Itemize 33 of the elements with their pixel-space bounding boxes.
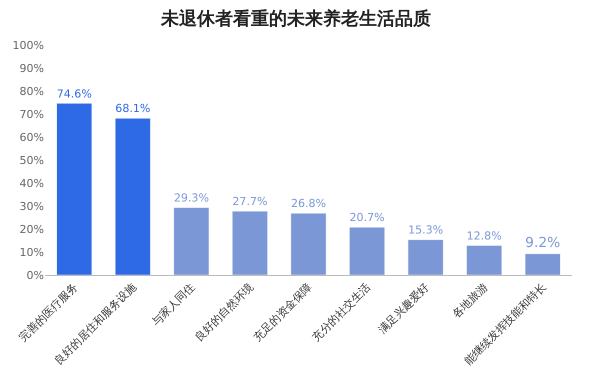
- bar: [232, 211, 268, 275]
- bar: [466, 245, 502, 275]
- y-tick-label: 60%: [20, 130, 44, 144]
- x-tick-label: 各地旅游: [450, 280, 490, 321]
- chart-title: 未退休者看重的未来养老生活品质: [160, 8, 431, 30]
- bar: [524, 254, 561, 275]
- y-tick-label: 10%: [20, 246, 44, 259]
- data-label: 26.8%: [290, 197, 326, 210]
- bar: [290, 213, 326, 275]
- y-tick-label: 30%: [20, 200, 44, 213]
- data-label: 27.7%: [232, 195, 268, 208]
- data-label: 15.3%: [408, 224, 444, 237]
- y-tick-label: 50%: [20, 154, 44, 167]
- y-tick-label: 20%: [20, 222, 44, 236]
- data-label: 12.8%: [466, 229, 502, 242]
- bar: [408, 240, 444, 275]
- y-tick-label: 40%: [20, 176, 44, 190]
- y-tick-label: 0%: [26, 268, 44, 282]
- data-label: 9.2%: [525, 234, 560, 251]
- data-label: 29.3%: [174, 191, 209, 204]
- data-label: 74.6%: [56, 87, 92, 100]
- bar: [349, 227, 385, 275]
- y-tick-label: 100%: [12, 38, 44, 52]
- x-tick-label: 与家人同住: [149, 280, 198, 329]
- bar: [115, 118, 151, 275]
- y-tick-label: 90%: [20, 62, 44, 75]
- data-label: 20.7%: [350, 211, 385, 224]
- bar: [56, 103, 92, 275]
- y-tick-label: 70%: [20, 108, 44, 121]
- bar: [174, 207, 210, 275]
- data-label: 68.1%: [115, 102, 150, 116]
- y-tick-label: 80%: [20, 84, 44, 98]
- x-tick-label: 满足兴趣爱好: [376, 280, 432, 336]
